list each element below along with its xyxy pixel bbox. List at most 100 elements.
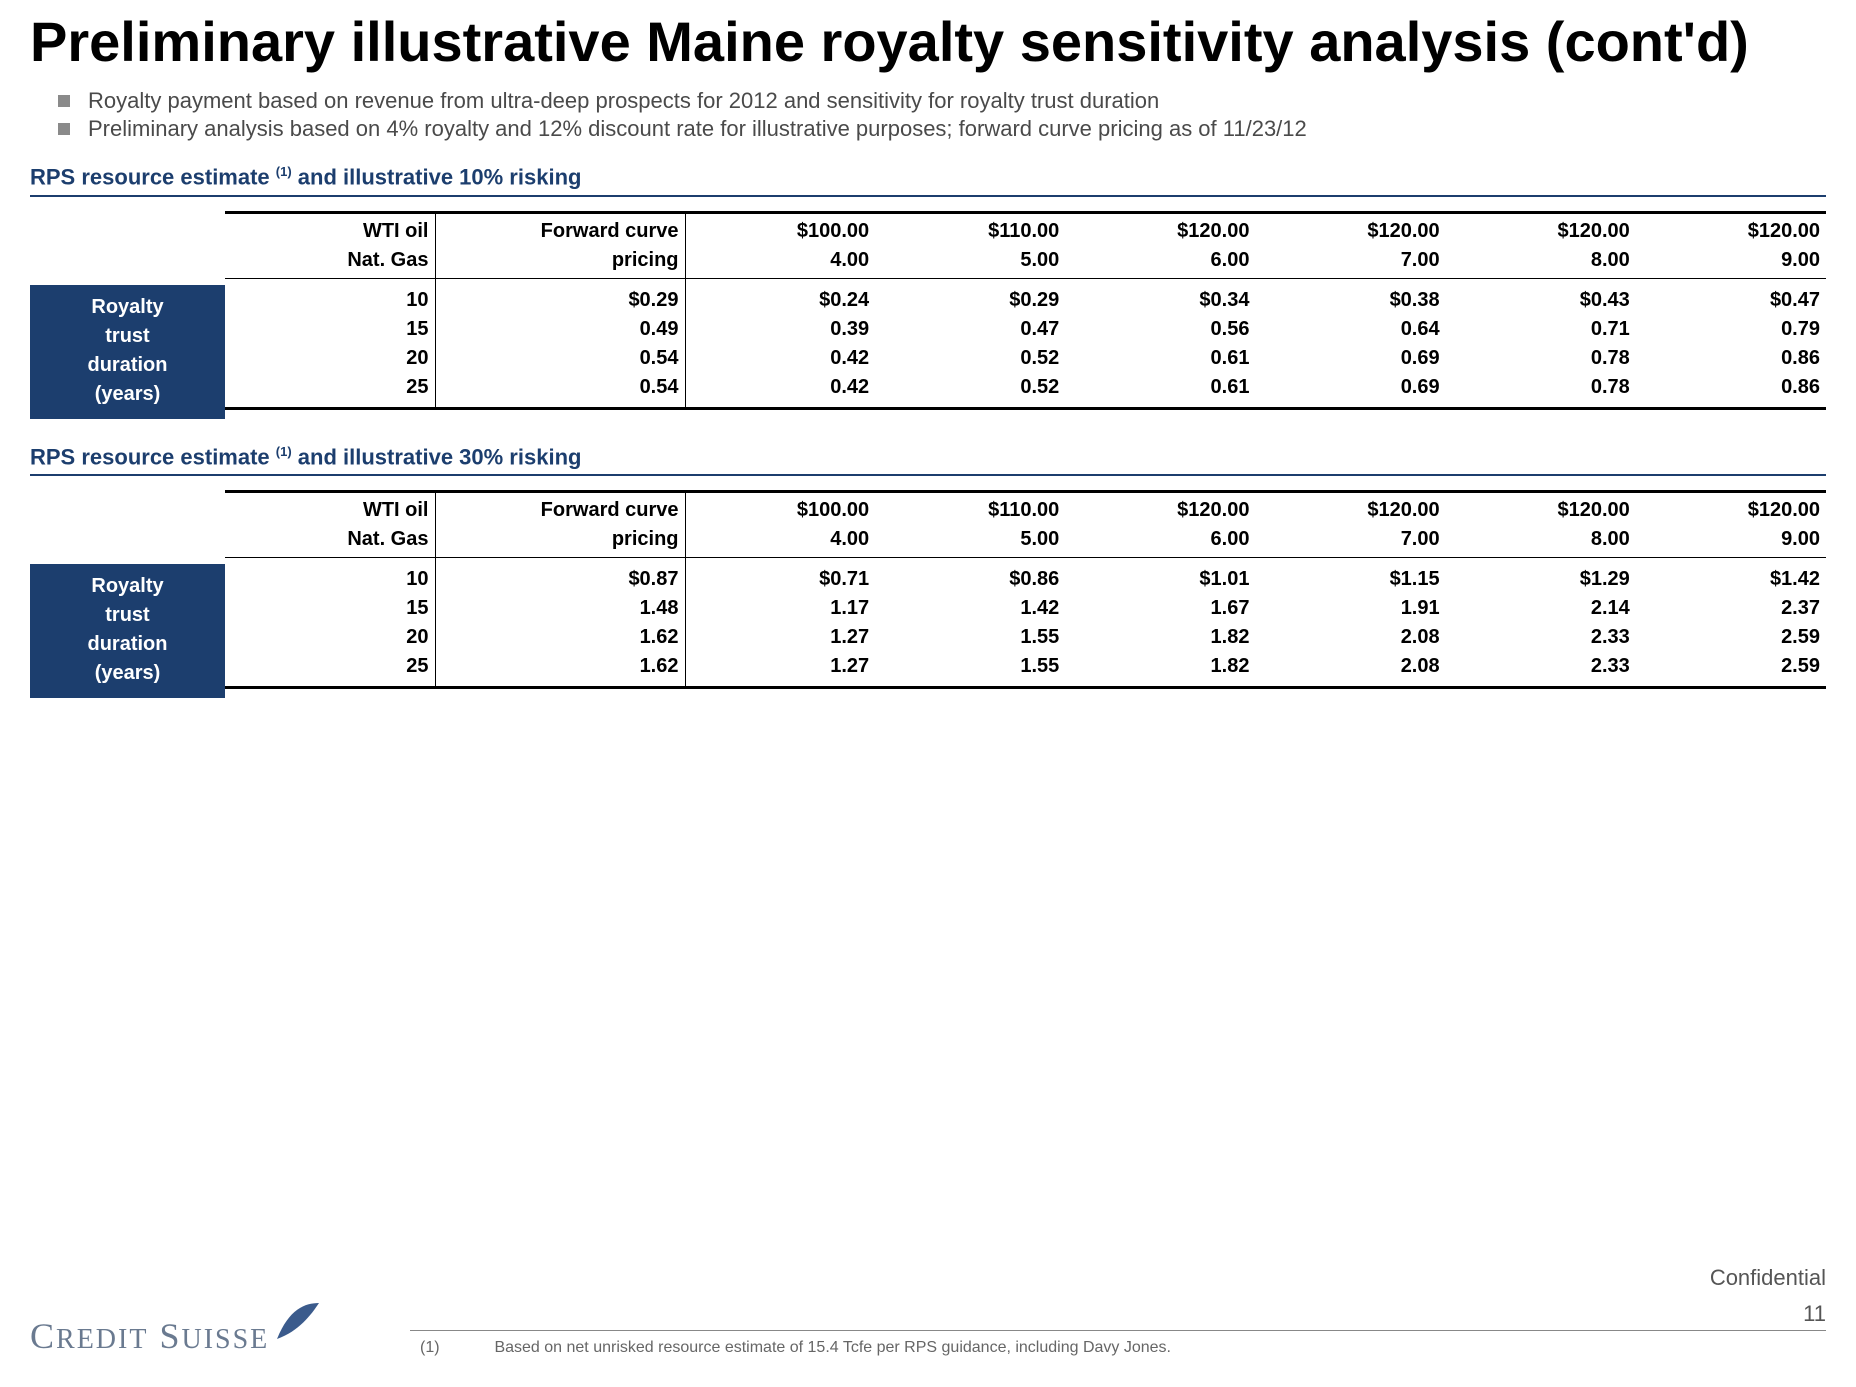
row-key: 15 [225, 594, 435, 623]
bullet-list: Royalty payment based on revenue from ul… [58, 88, 1826, 142]
header-fwd-bot: pricing [435, 525, 685, 558]
row-key: 10 [225, 558, 435, 595]
header-gas-price: 4.00 [685, 246, 875, 279]
cell-value: $0.34 [1065, 278, 1255, 315]
header-oil-price: $120.00 [1255, 492, 1445, 526]
bullet-marker-icon [58, 95, 70, 107]
fwd-value: 0.49 [435, 315, 685, 344]
table-row: 251.621.271.551.822.082.332.59 [30, 652, 1826, 688]
cell-value: 0.56 [1065, 315, 1255, 344]
cell-value: 1.82 [1065, 623, 1255, 652]
header-gas-price: 6.00 [1065, 525, 1255, 558]
header-oil-price: $120.00 [1446, 212, 1636, 246]
cell-value: 0.64 [1255, 315, 1445, 344]
bullet-item: Royalty payment based on revenue from ul… [58, 88, 1826, 114]
cell-value: $0.29 [875, 278, 1065, 315]
header-gas-price: 8.00 [1446, 246, 1636, 279]
header-oil-price: $100.00 [685, 212, 875, 246]
bullet-text: Preliminary analysis based on 4% royalty… [88, 116, 1307, 142]
cell-value: 1.55 [875, 652, 1065, 688]
cell-value: 2.14 [1446, 594, 1636, 623]
fwd-value: 1.62 [435, 623, 685, 652]
row-key: 25 [225, 373, 435, 409]
cell-value: $0.47 [1636, 278, 1826, 315]
table-row: 150.490.390.470.560.640.710.79 [30, 315, 1826, 344]
bullet-item: Preliminary analysis based on 4% royalty… [58, 116, 1826, 142]
sensitivity-table-wrap: Royaltytrustduration(years)WTI oilForwar… [30, 203, 1826, 410]
footer: (1) Based on net unrisked resource estim… [30, 1330, 1826, 1357]
cell-value: $0.43 [1446, 278, 1636, 315]
cell-value: $1.15 [1255, 558, 1445, 595]
header-gas-price: 7.00 [1255, 246, 1445, 279]
table-row: 200.540.420.520.610.690.780.86 [30, 344, 1826, 373]
header-gas-price: 8.00 [1446, 525, 1636, 558]
header-gas-price: 7.00 [1255, 525, 1445, 558]
header-oil-price: $120.00 [1065, 492, 1255, 526]
header-oil-price: $110.00 [875, 492, 1065, 526]
bullet-marker-icon [58, 123, 70, 135]
cell-value: 0.79 [1636, 315, 1826, 344]
fwd-value: 0.54 [435, 344, 685, 373]
header-fwd-top: Forward curve [435, 492, 685, 526]
header-oil-price: $120.00 [1255, 212, 1445, 246]
cell-value: $1.29 [1446, 558, 1636, 595]
header-oil-price: $110.00 [875, 212, 1065, 246]
page-title: Preliminary illustrative Maine royalty s… [30, 10, 1826, 74]
sensitivity-table: WTI oilForward curve$100.00$110.00$120.0… [30, 482, 1826, 689]
header-oil-label: WTI oil [225, 212, 435, 246]
cell-value: 2.37 [1636, 594, 1826, 623]
cell-value: 0.78 [1446, 373, 1636, 409]
header-gas-label: Nat. Gas [225, 525, 435, 558]
fwd-value: $0.29 [435, 278, 685, 315]
row-key: 15 [225, 315, 435, 344]
header-oil-label: WTI oil [225, 492, 435, 526]
row-label-box: Royaltytrustduration(years) [30, 285, 225, 419]
header-oil-price: $120.00 [1636, 212, 1826, 246]
cell-value: $1.42 [1636, 558, 1826, 595]
cell-value: 2.33 [1446, 652, 1636, 688]
header-gas-price: 9.00 [1636, 246, 1826, 279]
header-gas-price: 5.00 [875, 246, 1065, 279]
cell-value: 0.86 [1636, 373, 1826, 409]
cell-value: 0.39 [685, 315, 875, 344]
cell-value: 2.08 [1255, 623, 1445, 652]
cell-value: 0.42 [685, 373, 875, 409]
header-oil-price: $100.00 [685, 492, 875, 526]
cell-value: $0.71 [685, 558, 875, 595]
fwd-value: 1.62 [435, 652, 685, 688]
cell-value: 1.82 [1065, 652, 1255, 688]
cell-value: 0.69 [1255, 344, 1445, 373]
cell-value: 1.27 [685, 652, 875, 688]
fwd-value: $0.87 [435, 558, 685, 595]
section-title: RPS resource estimate (1) and illustrati… [30, 444, 1826, 470]
footnote: (1) Based on net unrisked resource estim… [420, 1339, 1826, 1357]
table-row: 10$0.29$0.24$0.29$0.34$0.38$0.43$0.47 [30, 278, 1826, 315]
header-gas-price: 5.00 [875, 525, 1065, 558]
table-row: 151.481.171.421.671.912.142.37 [30, 594, 1826, 623]
header-oil-price: $120.00 [1065, 212, 1255, 246]
cell-value: 0.61 [1065, 344, 1255, 373]
row-label-box: Royaltytrustduration(years) [30, 564, 225, 698]
confidential-label: Confidential [1710, 1265, 1826, 1291]
cell-value: 1.42 [875, 594, 1065, 623]
logo-text: CREDIT SUISSE [30, 1315, 269, 1357]
cell-value: 0.61 [1065, 373, 1255, 409]
header-gas-price: 4.00 [685, 525, 875, 558]
fwd-value: 0.54 [435, 373, 685, 409]
bullet-text: Royalty payment based on revenue from ul… [88, 88, 1159, 114]
sensitivity-table-wrap: Royaltytrustduration(years)WTI oilForwar… [30, 482, 1826, 689]
cell-value: 1.55 [875, 623, 1065, 652]
fwd-value: 1.48 [435, 594, 685, 623]
cell-value: 2.59 [1636, 652, 1826, 688]
cell-value: $1.01 [1065, 558, 1255, 595]
row-key: 20 [225, 344, 435, 373]
cell-value: 0.52 [875, 344, 1065, 373]
header-oil-price: $120.00 [1636, 492, 1826, 526]
footnote-number: (1) [420, 1339, 490, 1357]
row-key: 10 [225, 278, 435, 315]
row-key: 20 [225, 623, 435, 652]
header-gas-price: 6.00 [1065, 246, 1255, 279]
header-gas-price: 9.00 [1636, 525, 1826, 558]
cell-value: $0.86 [875, 558, 1065, 595]
cell-value: 0.47 [875, 315, 1065, 344]
